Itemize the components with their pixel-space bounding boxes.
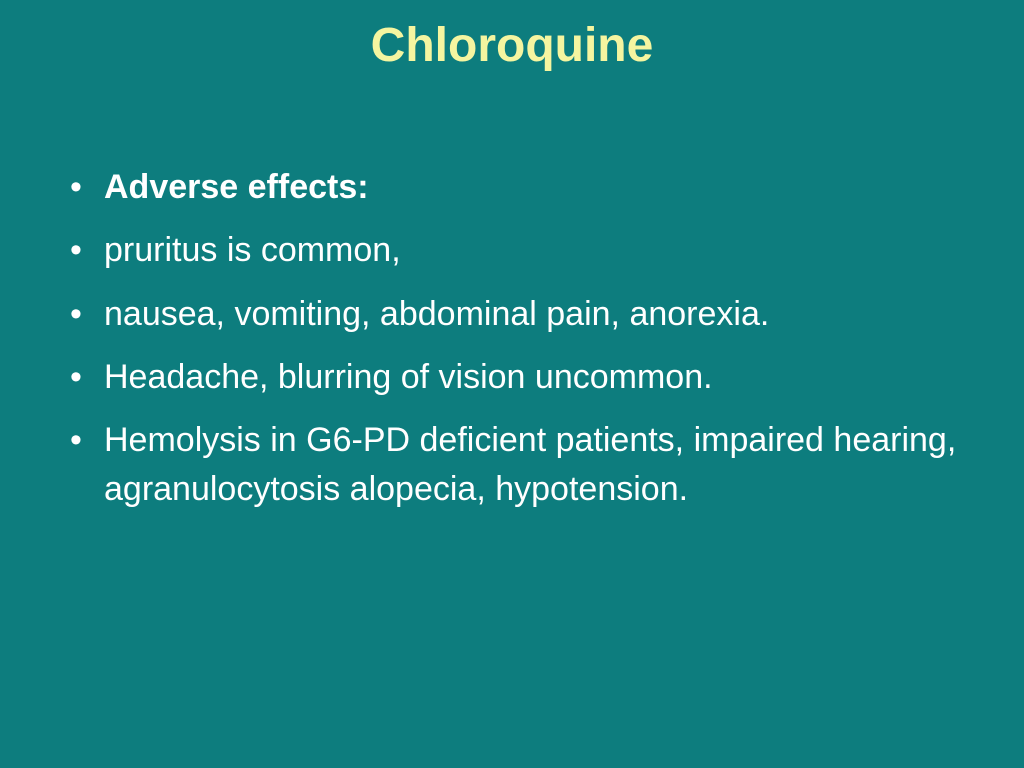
- bullet-text: Headache, blurring of vision uncommon.: [104, 358, 713, 396]
- list-item: pruritus is common,: [60, 226, 964, 275]
- bullet-list: Adverse effects: pruritus is common, nau…: [60, 163, 964, 515]
- bullet-text: nausea, vomiting, abdominal pain, anorex…: [104, 295, 769, 333]
- slide: Chloroquine Adverse effects: pruritus is…: [0, 0, 1024, 768]
- list-item: Adverse effects:: [60, 163, 964, 212]
- slide-content: Adverse effects: pruritus is common, nau…: [0, 73, 1024, 515]
- bullet-text: pruritus is common,: [104, 231, 401, 269]
- list-item: Headache, blurring of vision uncommon.: [60, 353, 964, 402]
- slide-title: Chloroquine: [0, 0, 1024, 73]
- bullet-text: Hemolysis in G6-PD deficient patients, i…: [104, 421, 956, 508]
- list-item: Hemolysis in G6-PD deficient patients, i…: [60, 416, 964, 515]
- bullet-text: Adverse effects:: [104, 168, 369, 206]
- list-item: nausea, vomiting, abdominal pain, anorex…: [60, 290, 964, 339]
